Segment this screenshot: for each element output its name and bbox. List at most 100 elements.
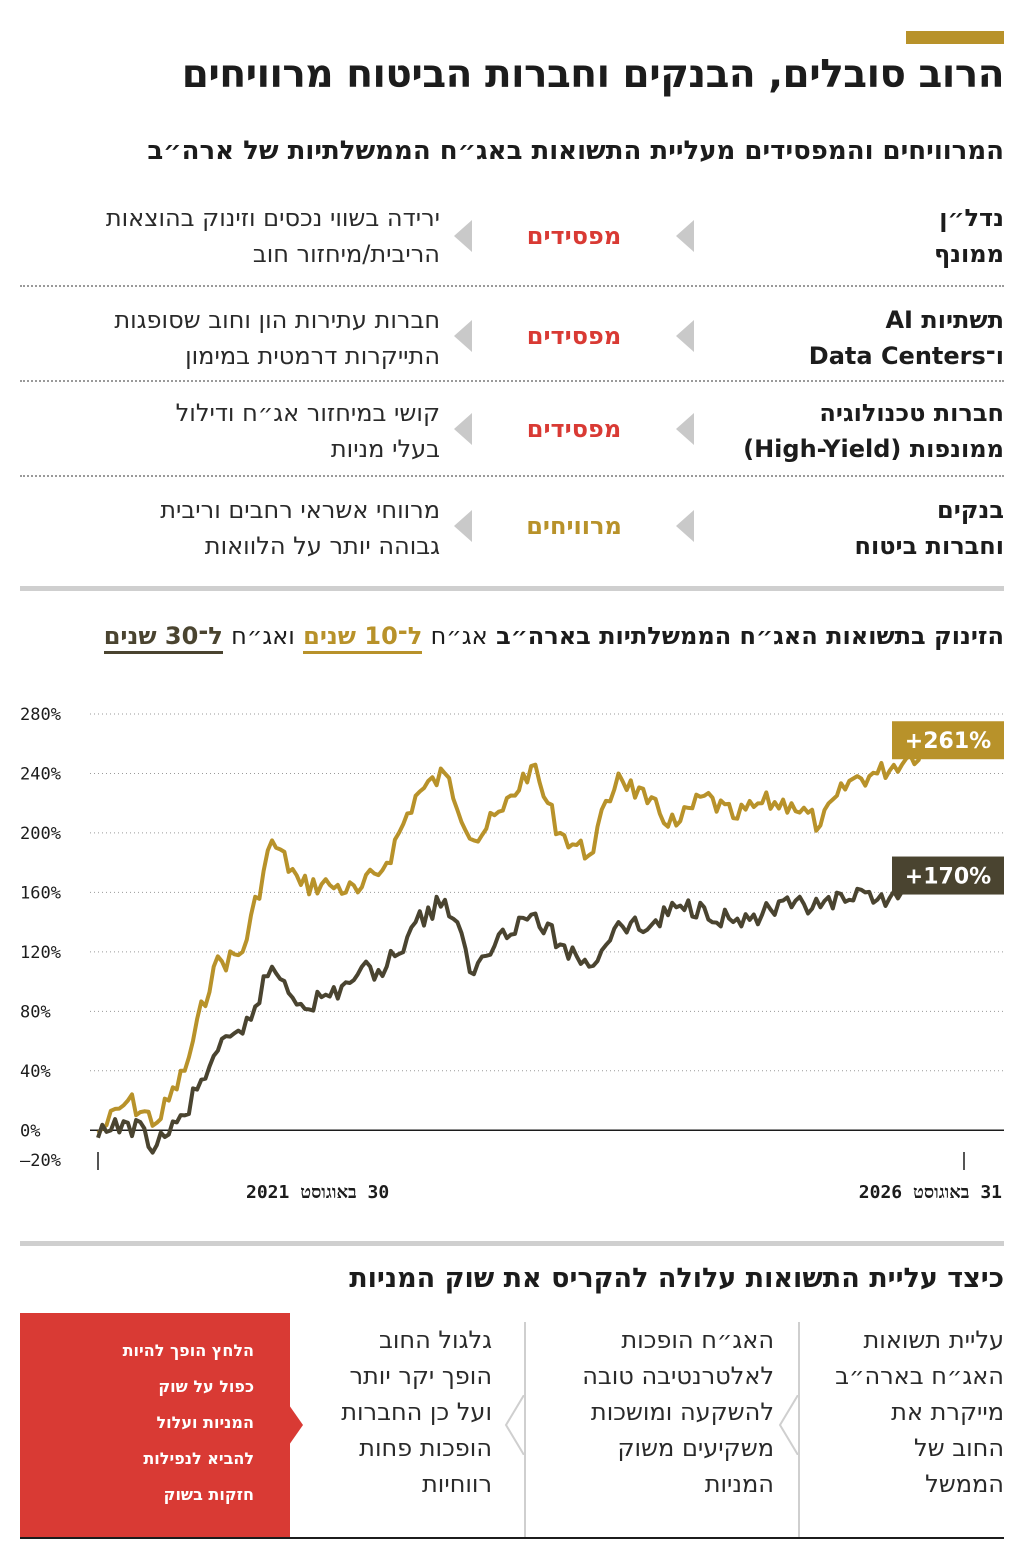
flow-line: הופכות פחות <box>359 1434 492 1462</box>
bottom-rule <box>20 1537 1004 1539</box>
y-tick-label: 240% <box>20 764 61 784</box>
series-line-10y <box>96 740 966 1135</box>
explanation-text: קושי במיחזור אג״ח ודילול בעלי מניות <box>20 395 440 467</box>
flow-line: לאלטרנטיבה טובה <box>582 1362 774 1390</box>
explanation-text: מרווחי אשראי רחבים וריבית גבוהה יותר על … <box>20 492 440 564</box>
flow-line: ועל כן החברות <box>341 1398 492 1426</box>
flow-conclusion-text: הלחץ הופך להיות כפול על שוק המניות ועלול… <box>34 1333 254 1513</box>
sector-line: חברות טכנולוגיה <box>819 399 1004 427</box>
explanation-line: הריבית/מיחזור חוב <box>252 240 440 268</box>
x-tick-label-start: 30 באוגוסט 2021 <box>246 1182 389 1203</box>
explanation-line: חברות עתירות הון וחוב שסופגות <box>114 306 440 334</box>
sector-line: ו־Data Centers <box>808 342 1004 370</box>
page-title: הרוב סובלים, הבנקים וחברות הביטוח מרוויח… <box>181 52 1005 97</box>
end-label-box <box>892 856 1004 895</box>
sector-label: נדל״ן ממונף <box>814 200 1004 272</box>
sector-line: תשתיות AI <box>885 306 1004 334</box>
flow-line: כפול על שוק <box>158 1377 254 1396</box>
line-chart: 280% 240% 200% 160% 120% 80% 40% 0% –20% 30 באוגו… <box>20 705 1004 1203</box>
sector-line: וחברות ביטוח <box>854 532 1004 560</box>
explanation-line: גבוהה יותר על הלוואות <box>204 532 440 560</box>
chart-title-bond-prefix: אג״ח <box>430 622 488 650</box>
explanation-line: בעלי מניות <box>330 435 440 463</box>
flow-line: הופך יקר יותר <box>349 1362 492 1390</box>
flow-line: הלחץ הופך להיות <box>122 1341 254 1360</box>
flow-line: להשקעה ומושכות <box>590 1398 774 1426</box>
y-tick-label: 0% <box>20 1121 40 1141</box>
sector-line: בנקים <box>937 496 1004 524</box>
arrow-left-icon <box>454 320 472 352</box>
status-label: מרוויחים <box>526 512 622 540</box>
flow-step: גלגול החוב הופך יקר יותר ועל כן החברות ה… <box>300 1322 492 1537</box>
explanation-line: ירידה בשווי נכסים וזינוק בהוצאות <box>105 204 440 232</box>
y-tick-label: 40% <box>20 1062 51 1082</box>
flow-line: רווחיות <box>422 1470 492 1498</box>
sector-label: חברות טכנולוגיה ממונפות (High-Yield) <box>704 395 1004 467</box>
sector-label: בנקים וחברות ביטוח <box>814 492 1004 564</box>
flow-line: עליית תשואות <box>863 1326 1004 1354</box>
y-tick-label: 80% <box>20 1002 51 1022</box>
arrow-left-icon <box>454 413 472 445</box>
sector-line: ממונף <box>933 240 1004 268</box>
status-label: מפסידים <box>526 222 622 250</box>
row-divider <box>20 475 1004 477</box>
row-divider <box>20 380 1004 382</box>
section-title: כיצד עליית התשואות עלולה להקריס את שוק ה… <box>349 1263 1004 1294</box>
flow-line: הממשל <box>925 1470 1004 1498</box>
status-label: מפסידים <box>526 322 622 350</box>
chevron-left-icon <box>778 1395 799 1455</box>
arrow-left-icon <box>676 413 694 445</box>
flow-line: חזקות בשוק <box>163 1485 254 1504</box>
y-tick-label: 120% <box>20 943 61 963</box>
flow-divider <box>798 1322 800 1537</box>
flow-line: האג״ח הופכות <box>621 1326 774 1354</box>
explanation-line: קושי במיחזור אג״ח ודילול <box>175 399 440 427</box>
explanation-line: התייקרות דרמטית במימון <box>185 342 440 370</box>
arrow-left-icon <box>676 320 694 352</box>
sector-label: תשתיות AI ו־Data Centers <box>774 302 1004 374</box>
flow-line: מייקרת את <box>891 1398 1004 1426</box>
arrow-left-icon <box>454 510 472 542</box>
legend-30y: ל־30 שנים <box>103 622 223 654</box>
series-line-30y <box>96 866 966 1155</box>
arrow-left-icon <box>676 220 694 252</box>
flow-line: האג״ח בארה״ב <box>835 1362 1004 1390</box>
flow-line: החוב של <box>913 1434 1004 1462</box>
chart-title-and-bond: ואג״ח <box>231 622 295 650</box>
section-divider <box>20 1241 1004 1246</box>
chart-title-main: הזינוק בתשואות האג״ח הממשלתיות בארה״ב <box>496 622 1004 650</box>
chart-title: הזינוק בתשואות האג״ח הממשלתיות בארה״ב אג… <box>103 622 1004 654</box>
explanation-text: חברות עתירות הון וחוב שסופגות התייקרות ד… <box>20 302 440 374</box>
section-divider <box>20 586 1004 591</box>
flow-line: גלגול החוב <box>378 1326 492 1354</box>
accent-bar <box>906 31 1004 44</box>
sector-line: ממונפות (High-Yield) <box>743 435 1004 463</box>
explanation-line: מרווחי אשראי רחבים וריבית <box>160 496 440 524</box>
pointer-arrow-icon <box>289 1405 303 1445</box>
end-value-label: +170% <box>905 865 991 890</box>
flow-line: להביא לנפילות <box>143 1449 254 1468</box>
y-tick-label: 160% <box>20 883 61 903</box>
end-value-label: +261% <box>905 729 991 754</box>
page-subtitle: המרוויחים והמפסידים מעליית התשואות באג״ח… <box>147 136 1004 166</box>
flow-step: האג״ח הופכות לאלטרנטיבה טובה להשקעה ומוש… <box>528 1322 774 1537</box>
flow-step: עליית תשואות האג״ח בארה״ב מייקרת את החוב… <box>802 1322 1004 1537</box>
flow-line: המניות <box>704 1470 774 1498</box>
flow-divider <box>524 1322 526 1537</box>
x-tick-label-end: 31 באוגוסט 2026 <box>859 1182 1002 1203</box>
flow-line: משקיעים משוק <box>617 1434 774 1462</box>
row-divider <box>20 285 1004 287</box>
flow-conclusion-box: הלחץ הופך להיות כפול על שוק המניות ועלול… <box>20 1313 290 1538</box>
explanation-text: ירידה בשווי נכסים וזינוק בהוצאות הריבית/… <box>20 200 440 272</box>
status-label: מפסידים <box>526 415 622 443</box>
y-tick-label: 280% <box>20 705 61 725</box>
sector-line: נדל״ן <box>939 204 1004 232</box>
end-label-box <box>892 721 1004 760</box>
arrow-left-icon <box>454 220 472 252</box>
flow-line: המניות ועלול <box>156 1413 254 1432</box>
y-tick-label: –20% <box>20 1151 61 1171</box>
chevron-left-icon <box>504 1395 525 1455</box>
arrow-left-icon <box>676 510 694 542</box>
y-tick-label: 200% <box>20 824 61 844</box>
legend-10y: ל־10 שנים <box>303 622 423 654</box>
